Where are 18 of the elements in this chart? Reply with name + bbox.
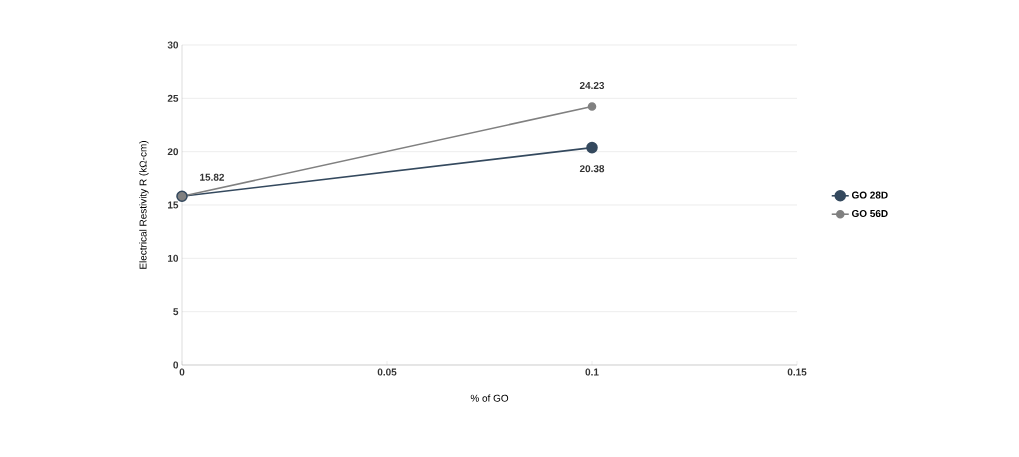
y-tick-label: 15 [168,201,179,209]
data-label: 20.38 [579,165,605,173]
y-tick-label: 0 [173,361,179,369]
x-axis-title: % of GO [470,394,509,402]
y-tick-label: 20 [167,148,179,156]
data-label: 24.23 [579,81,605,90]
data-label: 15.82 [200,173,225,181]
y-tick-label: 5 [173,308,179,316]
y-tick-label: 10 [168,254,179,262]
legend-label: GO 56D [851,209,888,218]
x-tick-label: 0 [179,368,185,376]
y-tick-label: 25 [167,94,179,102]
legend-label: GO 28D [851,191,888,199]
y-axis-title: Electrical Restivity R (kΩ-cm) [139,141,149,269]
y-tick-label: 30 [167,41,179,49]
x-tick-label: 0.05 [377,368,397,376]
x-tick-label: 0.1 [585,368,599,376]
x-tick-label: 0.15 [787,368,807,376]
